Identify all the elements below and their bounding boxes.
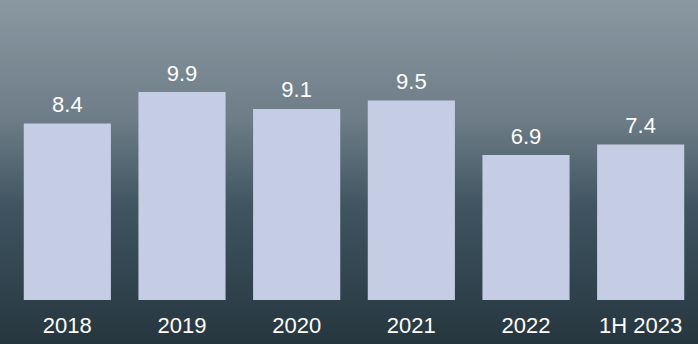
svg-text:2022: 2022 [502,313,551,338]
svg-text:1H 2023: 1H 2023 [599,313,682,338]
svg-text:2020: 2020 [272,313,321,338]
svg-text:8.4: 8.4 [52,92,83,117]
svg-text:7.4: 7.4 [625,113,656,138]
svg-text:2021: 2021 [387,313,436,338]
svg-text:6.9: 6.9 [511,124,542,149]
svg-text:9.5: 9.5 [396,69,427,94]
svg-text:2018: 2018 [43,313,92,338]
svg-text:2019: 2019 [158,313,207,338]
svg-text:9.9: 9.9 [167,61,198,86]
svg-text:9.1: 9.1 [281,77,312,102]
